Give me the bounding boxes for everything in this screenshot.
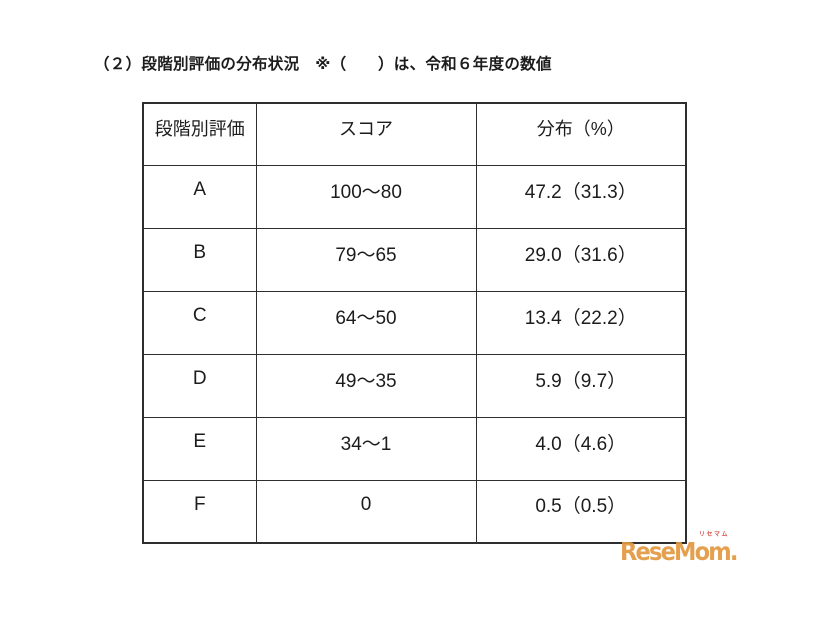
table-row: F 0 0.5（0.5）	[142, 479, 687, 544]
score-cell: 0	[255, 479, 477, 544]
score-cell: 100～80	[255, 164, 477, 229]
table-row: A 100～80 47.2（31.3）	[142, 164, 687, 229]
table-row: E 34～1 4.0（4.6）	[142, 416, 687, 481]
score-cell: 64～50	[255, 290, 477, 355]
distribution-cell: 4.0（4.6）	[475, 416, 687, 481]
distribution-cell: 47.2（31.3）	[475, 164, 687, 229]
grade-cell: D	[142, 353, 257, 418]
page-title: （２）段階別評価の分布状況 ※（ ）は、令和６年度の数値	[94, 56, 552, 73]
col-header-distribution: 分布（%）	[475, 102, 687, 166]
table-row: B 79～65 29.0（31.6）	[142, 227, 687, 292]
grade-cell: E	[142, 416, 257, 481]
grade-distribution-table: 段階別評価 スコア 分布（%） A 100～80 47.2（31.3） B 79…	[142, 102, 687, 544]
resemom-ruby-label: リセマム	[699, 532, 730, 538]
grade-cell: B	[142, 227, 257, 292]
score-cell: 49～35	[255, 353, 477, 418]
table-row: C 64～50 13.4（22.2）	[142, 290, 687, 355]
grade-cell: C	[142, 290, 257, 355]
grade-cell: F	[142, 479, 257, 544]
col-header-score: スコア	[255, 102, 477, 166]
distribution-cell: 5.9（9.7）	[475, 353, 687, 418]
score-cell: 34～1	[255, 416, 477, 481]
table-row: D 49～35 5.9（9.7）	[142, 353, 687, 418]
resemom-logo-text: ReseMom.	[620, 537, 738, 566]
resemom-watermark: リセマム ReseMom.	[620, 531, 745, 573]
grade-cell: A	[142, 164, 257, 229]
distribution-cell: 29.0（31.6）	[475, 227, 687, 292]
score-cell: 79～65	[255, 227, 477, 292]
col-header-grade: 段階別評価	[142, 102, 257, 166]
distribution-cell: 0.5（0.5）	[475, 479, 687, 544]
distribution-cell: 13.4（22.2）	[475, 290, 687, 355]
table-header-row: 段階別評価 スコア 分布（%）	[142, 102, 687, 166]
